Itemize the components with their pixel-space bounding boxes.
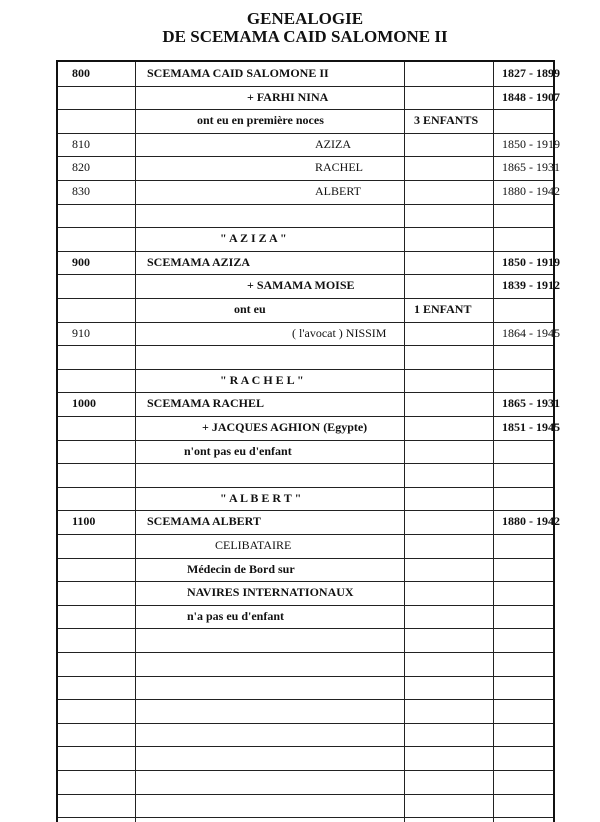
record-number: 900	[72, 254, 90, 269]
person-entry: " R A C H E L "	[220, 372, 304, 387]
person-entry: SCEMAMA CAID SALOMONE II	[147, 66, 329, 80]
table-row: + FARHI NINA 1848 - 1907	[58, 86, 560, 111]
table-row: 820 RACHEL 1865 - 1931	[58, 156, 560, 181]
person-entry: " A L B E R T "	[220, 490, 302, 505]
table-row: 1000 SCEMAMA RACHEL 1865 - 1931	[58, 392, 560, 417]
person-entry: AZIZA	[315, 136, 351, 151]
life-dates: 1850 - 1919	[502, 136, 560, 151]
person-entry: SCEMAMA RACHEL	[147, 396, 265, 411]
person-entry: n'a pas eu d'enfant	[187, 608, 285, 623]
life-dates: 1827 - 1899	[502, 66, 560, 80]
table-row: + JACQUES AGHION (Egypte) 1851 - 1945	[58, 416, 560, 441]
table-row	[58, 699, 553, 724]
table-row: ont eu en première noces 3 ENFANTS	[58, 109, 553, 134]
life-dates: 1880 - 1942	[502, 184, 560, 198]
person-entry: n'ont pas eu d'enfant	[184, 443, 292, 458]
table-row	[58, 463, 553, 488]
table-row: 900 SCEMAMA AZIZA 1850 - 1919	[58, 251, 560, 276]
table-row: n'ont pas eu d'enfant	[58, 440, 553, 465]
life-dates: 1839 - 1912	[502, 278, 560, 293]
document-subtitle: DE SCEMAMA CAID SALOMONE II	[162, 27, 448, 46]
table-row: 810 AZIZA 1850 - 1919	[58, 133, 560, 158]
person-entry: NAVIRES INTERNATIONAUX	[187, 585, 354, 600]
table-row	[58, 345, 553, 370]
table-row	[58, 723, 553, 748]
column-divider	[493, 62, 494, 822]
person-entry: ont eu	[234, 302, 266, 316]
table-row: 910 ( l'avocat ) NISSIM 1864 - 1945	[58, 322, 560, 347]
record-number: 820	[72, 160, 90, 175]
person-entry: SCEMAMA ALBERT	[147, 514, 261, 529]
person-entry: RACHEL	[315, 160, 363, 175]
table-row: Médecin de Bord sur	[58, 558, 553, 583]
children-count: 3 ENFANTS	[414, 113, 479, 128]
table-row: NAVIRES INTERNATIONAUX	[58, 581, 553, 606]
table-row: 800 SCEMAMA CAID SALOMONE II 1827 - 1899	[58, 62, 560, 87]
person-entry: ( l'avocat ) NISSIM	[292, 325, 387, 340]
person-entry: Médecin de Bord sur	[187, 561, 295, 576]
table-row	[58, 676, 553, 701]
life-dates: 1848 - 1907	[502, 89, 560, 104]
life-dates: 1864 - 1945	[502, 325, 560, 340]
person-entry: SCEMAMA AZIZA	[147, 254, 251, 269]
column-divider	[135, 62, 136, 822]
table-row	[58, 794, 553, 819]
table-row: ont eu 1 ENFANT	[58, 298, 553, 323]
children-count: 1 ENFANT	[414, 302, 472, 316]
record-number: 830	[72, 184, 90, 198]
column-divider	[404, 62, 405, 822]
document-title: GENEALOGIE	[246, 9, 364, 28]
person-entry: + JACQUES AGHION (Egypte)	[202, 420, 368, 434]
person-entry: ALBERT	[315, 184, 361, 198]
life-dates: 1850 - 1919	[502, 254, 560, 269]
table-row: " A L B E R T "	[58, 487, 553, 512]
record-number: 910	[72, 325, 90, 340]
person-entry: + SAMAMA MOISE	[247, 278, 355, 293]
table-row: + SAMAMA MOISE 1839 - 1912	[58, 274, 560, 299]
table-row	[58, 628, 553, 653]
life-dates: 1865 - 1931	[502, 396, 560, 411]
table-row: CELIBATAIRE	[58, 534, 553, 559]
person-entry: ont eu en première noces	[197, 113, 324, 128]
genealogy-table: 800 SCEMAMA CAID SALOMONE II 1827 - 1899 + …	[56, 60, 560, 822]
table-row	[58, 204, 553, 229]
person-entry: + FARHI NINA	[247, 89, 329, 104]
life-dates: 1851 - 1945	[502, 420, 560, 434]
life-dates: 1880 - 1942	[502, 514, 560, 529]
table-row	[58, 652, 553, 677]
record-number: 800	[72, 66, 90, 80]
table-row: " A Z I Z A "	[58, 227, 553, 252]
table-row: n'a pas eu d'enfant	[58, 605, 553, 630]
record-number: 1100	[72, 514, 96, 529]
record-number: 810	[72, 136, 90, 151]
person-entry: " A Z I Z A "	[220, 231, 287, 246]
table-row	[58, 770, 553, 795]
table-row: 830 ALBERT 1880 - 1942	[58, 180, 560, 205]
life-dates: 1865 - 1931	[502, 160, 560, 175]
table-row: 1100 SCEMAMA ALBERT 1880 - 1942	[58, 510, 560, 535]
table-row	[58, 746, 553, 771]
table-row: " R A C H E L "	[58, 369, 553, 394]
record-number: 1000	[72, 396, 96, 411]
person-entry: CELIBATAIRE	[215, 538, 292, 552]
